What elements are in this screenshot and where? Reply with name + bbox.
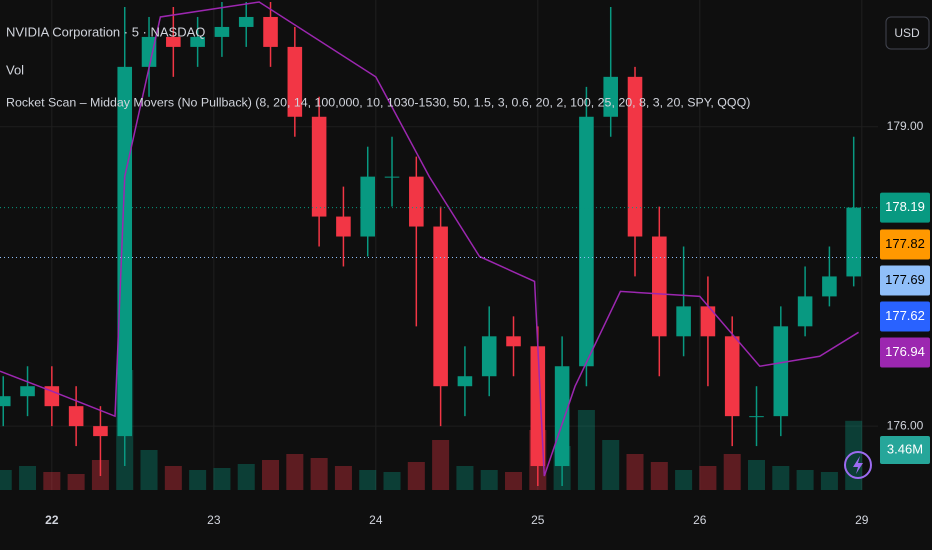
candle-body xyxy=(652,236,667,337)
price-label: 176.94 xyxy=(885,344,925,359)
candle-body xyxy=(554,366,570,467)
price-label-box xyxy=(880,192,930,223)
candle-body xyxy=(579,116,594,367)
alert-bolt xyxy=(853,456,863,474)
candle-body xyxy=(117,66,133,437)
plot-area xyxy=(0,0,878,490)
price-label: 178.19 xyxy=(885,199,925,214)
volume-bar xyxy=(845,420,863,490)
volume-bar xyxy=(262,460,280,490)
candle-body xyxy=(93,426,108,437)
candle-body xyxy=(457,376,473,387)
candle-body xyxy=(336,216,351,237)
candle-body xyxy=(214,26,230,37)
volume-bar xyxy=(237,464,255,490)
candle-body xyxy=(360,176,376,237)
volume-label-box xyxy=(880,436,930,464)
volume-bar xyxy=(675,470,693,490)
currency-button[interactable] xyxy=(885,16,930,50)
candle-body xyxy=(627,76,643,237)
price-label: 177.62 xyxy=(885,308,925,323)
candle-body xyxy=(20,386,35,397)
candle-body xyxy=(311,116,327,217)
y-tick-label: 179.00 xyxy=(887,119,924,133)
candle-body xyxy=(676,306,691,337)
candle-body xyxy=(190,36,205,47)
candle-body xyxy=(0,396,11,407)
volume-bar xyxy=(748,460,766,490)
volume-bar xyxy=(456,466,474,490)
candle-body xyxy=(44,386,60,407)
x-tick-label: 26 xyxy=(693,513,707,527)
candle-body xyxy=(822,276,837,297)
volume-bar xyxy=(505,472,523,490)
x-tick-label: 24 xyxy=(369,513,383,527)
volume-bar xyxy=(407,462,425,490)
candle-body xyxy=(433,226,448,387)
volume-bar xyxy=(577,410,595,490)
alert-icon[interactable] xyxy=(844,451,872,479)
symbol-title: NVIDIA Corporation · 5 · NASDAQ xyxy=(6,24,205,39)
volume-bar xyxy=(650,462,668,490)
price-label: 177.82 xyxy=(885,236,925,251)
x-tick-label: 25 xyxy=(531,513,545,527)
candle-body xyxy=(263,16,278,47)
candle-body xyxy=(846,207,861,277)
currency-label: USD xyxy=(894,26,920,40)
price-label-box xyxy=(880,337,930,368)
candle-body xyxy=(700,306,716,337)
candle-body xyxy=(238,16,254,27)
volume-bar xyxy=(189,470,207,490)
volume-bar xyxy=(334,466,352,490)
x-tick-label: 22 xyxy=(45,513,59,527)
volume-bar xyxy=(820,472,838,490)
volume-label: 3.46M xyxy=(887,441,923,456)
y-tick-label: 176.00 xyxy=(887,418,924,432)
volume-bar xyxy=(626,454,644,490)
volume-bar xyxy=(723,454,741,490)
volume-bar xyxy=(796,470,814,490)
volume-bar xyxy=(432,440,450,490)
candle-body xyxy=(773,326,789,417)
candle-body xyxy=(384,176,400,178)
candle-body xyxy=(506,336,521,347)
candle-body xyxy=(287,46,303,117)
volume-bar xyxy=(0,470,12,490)
candle-body xyxy=(141,36,157,67)
x-tick-label: 23 xyxy=(207,513,221,527)
candle-body xyxy=(603,76,619,117)
volume-bar xyxy=(286,454,304,490)
candle-body xyxy=(749,416,764,418)
volume-bar xyxy=(480,470,498,490)
candle-body xyxy=(724,336,740,417)
candle-body xyxy=(166,36,181,47)
volume-bar xyxy=(19,466,37,490)
price-label: 177.69 xyxy=(885,272,925,287)
volume-bar xyxy=(602,440,620,490)
candle-body xyxy=(530,346,546,467)
volume-bar xyxy=(67,474,85,490)
x-tick-label: 29 xyxy=(855,513,869,527)
volume-title: Vol xyxy=(6,62,24,77)
candle-body xyxy=(409,176,424,227)
volume-bar xyxy=(310,458,328,490)
candle-body xyxy=(481,336,497,377)
volume-bar xyxy=(699,466,717,490)
price-label-box xyxy=(880,229,930,260)
volume-bar xyxy=(43,472,61,490)
volume-bar xyxy=(359,470,377,490)
candle-body xyxy=(797,296,813,327)
price-label-box xyxy=(880,265,930,296)
price-label-box xyxy=(880,301,930,332)
volume-bar xyxy=(213,468,231,490)
volume-bar xyxy=(164,466,182,490)
volume-bar xyxy=(140,450,158,490)
volume-bar xyxy=(383,472,401,490)
indicator-title: Rocket Scan – Midday Movers (No Pullback… xyxy=(6,95,750,109)
moving-average xyxy=(0,1,859,477)
volume-bar xyxy=(772,466,790,490)
candle-body xyxy=(68,406,84,427)
